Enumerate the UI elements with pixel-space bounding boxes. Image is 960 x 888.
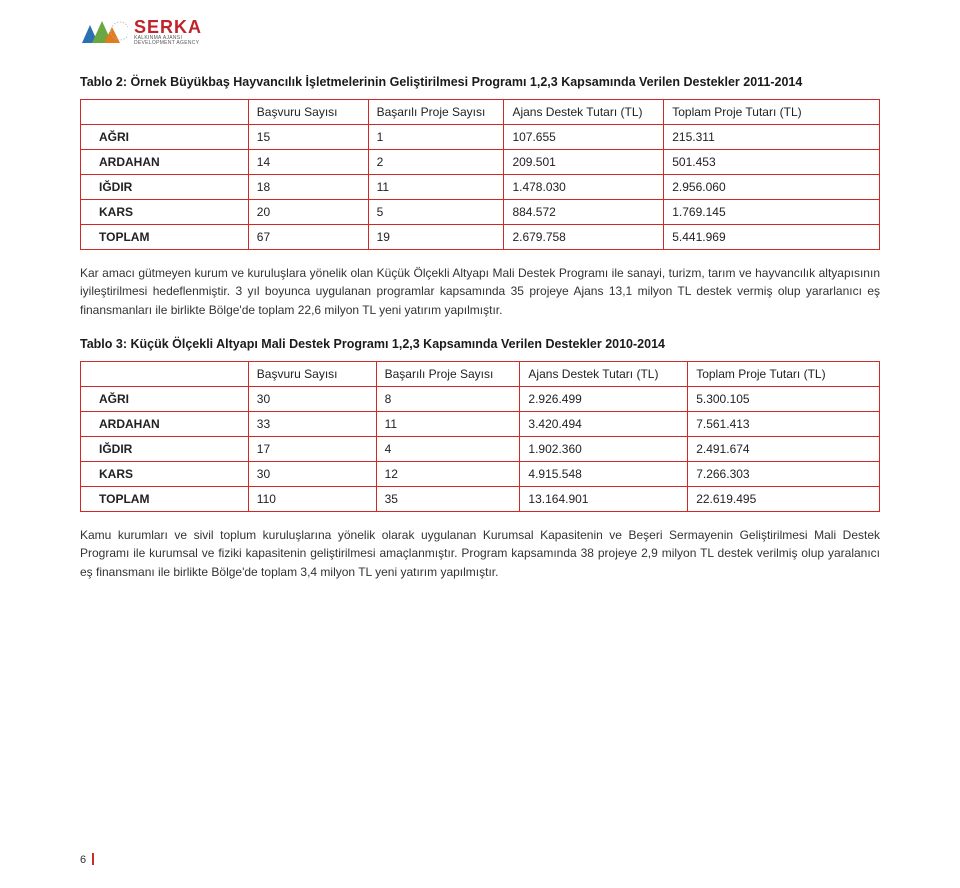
table-row: TOPLAM 67 19 2.679.758 5.441.969 <box>81 224 880 249</box>
page-number-value: 6 <box>80 854 86 866</box>
cell: 15 <box>248 124 368 149</box>
page-number: 6 <box>80 853 94 866</box>
cell: 11 <box>376 411 520 436</box>
cell: 110 <box>248 486 376 511</box>
row-label: AĞRI <box>81 386 249 411</box>
col-ajans: Ajans Destek Tutarı (TL) <box>504 99 664 124</box>
logo-text: SERKA KALKINMA AJANSI DEVELOPMENT AGENCY <box>134 18 202 46</box>
cell: 13.164.901 <box>520 486 688 511</box>
table2-title: Tablo 3: Küçük Ölçekli Altyapı Mali Dest… <box>80 336 880 353</box>
col-basvuru: Başvuru Sayısı <box>248 99 368 124</box>
col-basvuru: Başvuru Sayısı <box>248 361 376 386</box>
logo: SERKA KALKINMA AJANSI DEVELOPMENT AGENCY <box>80 18 880 46</box>
row-label: AĞRI <box>81 124 249 149</box>
cell: 12 <box>376 461 520 486</box>
cell: 1.902.360 <box>520 436 688 461</box>
cell: 2.956.060 <box>664 174 880 199</box>
table1-title: Tablo 2: Örnek Büyükbaş Hayvancılık İşle… <box>80 74 880 91</box>
table1: Başvuru Sayısı Başarılı Proje Sayısı Aja… <box>80 99 880 250</box>
table-row: IĞDIR 18 11 1.478.030 2.956.060 <box>81 174 880 199</box>
cell: 20 <box>248 199 368 224</box>
cell: 884.572 <box>504 199 664 224</box>
cell: 17 <box>248 436 376 461</box>
cell: 2.926.499 <box>520 386 688 411</box>
col-ajans: Ajans Destek Tutarı (TL) <box>520 361 688 386</box>
table-row: KARS 30 12 4.915.548 7.266.303 <box>81 461 880 486</box>
cell: 1 <box>368 124 504 149</box>
row-label: KARS <box>81 199 249 224</box>
cell: 11 <box>368 174 504 199</box>
col-basarili: Başarılı Proje Sayısı <box>376 361 520 386</box>
cell: 5.300.105 <box>688 386 880 411</box>
cell: 3.420.494 <box>520 411 688 436</box>
cell: 7.561.413 <box>688 411 880 436</box>
cell: 4.915.548 <box>520 461 688 486</box>
logo-icon <box>80 19 128 45</box>
cell: 5 <box>368 199 504 224</box>
row-label: ARDAHAN <box>81 149 249 174</box>
cell: 4 <box>376 436 520 461</box>
cell: 209.501 <box>504 149 664 174</box>
cell: 2.491.674 <box>688 436 880 461</box>
paragraph-2: Kamu kurumları ve sivil toplum kuruluşla… <box>80 526 880 582</box>
table-row: KARS 20 5 884.572 1.769.145 <box>81 199 880 224</box>
cell: 30 <box>248 386 376 411</box>
table-row: TOPLAM 110 35 13.164.901 22.619.495 <box>81 486 880 511</box>
cell: 14 <box>248 149 368 174</box>
cell: 1.478.030 <box>504 174 664 199</box>
cell: 67 <box>248 224 368 249</box>
col-empty <box>81 361 249 386</box>
brand-sub2: DEVELOPMENT AGENCY <box>134 41 202 46</box>
table-row: AĞRI 30 8 2.926.499 5.300.105 <box>81 386 880 411</box>
cell: 501.453 <box>664 149 880 174</box>
row-label: IĞDIR <box>81 436 249 461</box>
row-label: ARDAHAN <box>81 411 249 436</box>
row-label: KARS <box>81 461 249 486</box>
paragraph-1: Kar amacı gütmeyen kurum ve kuruluşlara … <box>80 264 880 320</box>
col-toplam: Toplam Proje Tutarı (TL) <box>664 99 880 124</box>
table-header-row: Başvuru Sayısı Başarılı Proje Sayısı Aja… <box>81 361 880 386</box>
col-empty <box>81 99 249 124</box>
row-label: IĞDIR <box>81 174 249 199</box>
cell: 107.655 <box>504 124 664 149</box>
table-row: IĞDIR 17 4 1.902.360 2.491.674 <box>81 436 880 461</box>
row-label: TOPLAM <box>81 224 249 249</box>
table-header-row: Başvuru Sayısı Başarılı Proje Sayısı Aja… <box>81 99 880 124</box>
table2: Başvuru Sayısı Başarılı Proje Sayısı Aja… <box>80 361 880 512</box>
cell: 30 <box>248 461 376 486</box>
cell: 22.619.495 <box>688 486 880 511</box>
page-bar-icon <box>92 853 94 865</box>
cell: 8 <box>376 386 520 411</box>
cell: 7.266.303 <box>688 461 880 486</box>
cell: 215.311 <box>664 124 880 149</box>
col-toplam: Toplam Proje Tutarı (TL) <box>688 361 880 386</box>
cell: 2.679.758 <box>504 224 664 249</box>
cell: 18 <box>248 174 368 199</box>
cell: 19 <box>368 224 504 249</box>
table-row: AĞRI 15 1 107.655 215.311 <box>81 124 880 149</box>
cell: 5.441.969 <box>664 224 880 249</box>
cell: 2 <box>368 149 504 174</box>
row-label: TOPLAM <box>81 486 249 511</box>
table-row: ARDAHAN 14 2 209.501 501.453 <box>81 149 880 174</box>
col-basarili: Başarılı Proje Sayısı <box>368 99 504 124</box>
cell: 35 <box>376 486 520 511</box>
cell: 1.769.145 <box>664 199 880 224</box>
cell: 33 <box>248 411 376 436</box>
table-row: ARDAHAN 33 11 3.420.494 7.561.413 <box>81 411 880 436</box>
brand-name: SERKA <box>134 18 202 36</box>
